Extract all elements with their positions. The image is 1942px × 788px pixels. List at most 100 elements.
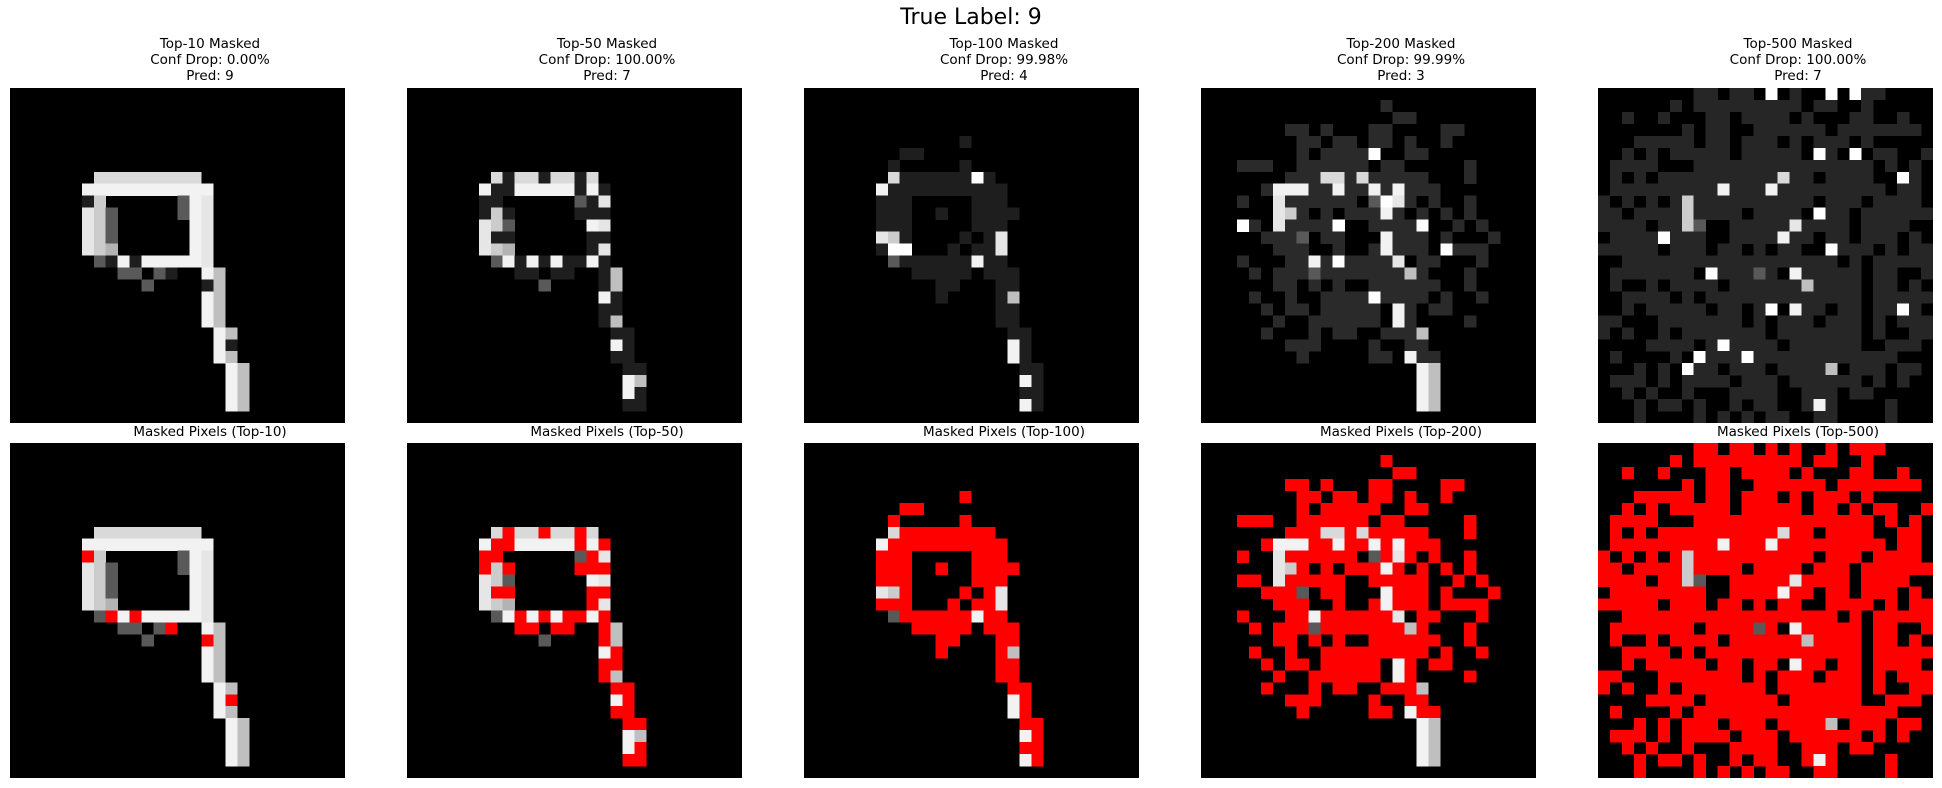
mask-pixel — [1693, 766, 1706, 778]
mask-pixel — [887, 598, 900, 611]
mask-pixel — [1392, 550, 1405, 563]
mask-pixel — [550, 622, 563, 635]
image-pixel — [478, 195, 491, 208]
image-pixel — [1777, 243, 1790, 256]
mask-pixel — [1681, 646, 1694, 659]
image-pixel — [899, 231, 912, 244]
mask-pixel — [1657, 526, 1671, 539]
mask-pixel — [1753, 478, 1766, 492]
mask-pixel — [1320, 514, 1333, 527]
image-pixel — [1909, 183, 1922, 196]
image-pixel — [1272, 207, 1285, 220]
mask-pixel — [1753, 574, 1766, 587]
image-pixel — [1633, 135, 1647, 149]
image-pixel — [1849, 315, 1862, 328]
mask-pixel — [1849, 502, 1862, 516]
mask-pixel — [983, 526, 996, 539]
mask-pixel — [1320, 586, 1333, 599]
image-pixel — [1909, 207, 1922, 220]
panel-title-line: Masked Pixels (Top-10) — [133, 424, 287, 440]
image-pixel — [1464, 243, 1477, 256]
panel-title-line: Masked Pixels (Top-100) — [923, 424, 1085, 440]
image-pixel — [1729, 279, 1742, 292]
mask-pixel — [105, 574, 118, 587]
mask-pixel — [1765, 454, 1778, 468]
mask-pixel — [1813, 502, 1826, 516]
mask-pixel — [562, 538, 575, 551]
image-pixel — [93, 207, 106, 220]
image-pixel — [1332, 315, 1345, 328]
mask-pixel — [177, 550, 190, 563]
mask-pixel — [1741, 766, 1754, 778]
mask-pixel — [1885, 502, 1898, 516]
panel-prediction: Pred: 4 — [980, 68, 1028, 84]
image-pixel — [1753, 303, 1766, 316]
mask-pixel — [1825, 550, 1838, 563]
image-pixel — [1897, 315, 1910, 328]
mask-pixel — [1837, 634, 1850, 647]
mask-pixel — [1260, 538, 1274, 551]
mask-pixel — [1598, 598, 1611, 611]
image-pixel — [1765, 387, 1778, 400]
mask-pixel — [1284, 526, 1297, 539]
mask-pixel — [1813, 706, 1826, 719]
image-pixel — [1681, 207, 1694, 220]
image-pixel — [213, 327, 226, 340]
image-pixel — [1921, 207, 1933, 220]
image-pixel — [1909, 255, 1922, 268]
image-pixel — [610, 339, 623, 352]
mask-pixel — [1813, 694, 1826, 707]
mask-pixel — [1825, 526, 1838, 539]
mask-pixel — [610, 646, 623, 659]
image-pixel — [1007, 279, 1020, 292]
mask-pixel — [1609, 526, 1623, 539]
mask-pixel — [1825, 538, 1838, 551]
image-pixel — [1861, 88, 1874, 101]
mask-pixel — [1392, 514, 1405, 527]
mask-pixel — [1813, 490, 1826, 504]
panel-title-line: Top-10 Masked — [159, 36, 261, 52]
image-pixel — [622, 375, 635, 388]
image-pixel — [947, 255, 960, 268]
mask-pixel — [899, 562, 912, 575]
mask-pixel — [1873, 562, 1886, 575]
panel-title-top-10: Top-10 Masked Conf Drop: 0.00% Pred: 9 — [43, 36, 377, 84]
mask-pixel — [1332, 622, 1345, 635]
image-pixel — [1813, 267, 1826, 280]
mask-pixel — [1609, 514, 1623, 527]
mask-pixel — [1344, 682, 1357, 695]
image-pixel — [1669, 399, 1682, 412]
mask-pixel — [1609, 730, 1623, 743]
image-pixel — [1885, 279, 1898, 292]
mask-pixel — [1392, 586, 1405, 599]
mask-pixel — [105, 610, 118, 623]
panel-conf-drop: Conf Drop: 0.00% — [150, 52, 270, 68]
image-pixel — [1861, 111, 1874, 125]
image-pixel — [201, 231, 214, 244]
image-pixel — [1777, 327, 1790, 340]
image-pixel — [1873, 375, 1886, 388]
mask-pixel — [1813, 658, 1826, 671]
mask-pixel — [1837, 706, 1850, 719]
image-pixel — [1272, 195, 1285, 208]
mask-pixel — [201, 622, 214, 635]
image-pixel — [1789, 243, 1802, 256]
mask-pixel — [586, 610, 599, 623]
mask-pixel — [1296, 490, 1309, 504]
mask-pixel — [1693, 718, 1706, 731]
image-pixel — [1392, 243, 1405, 256]
image-pixel — [1404, 339, 1417, 352]
image-pixel — [1416, 339, 1429, 352]
image-pixel — [995, 279, 1008, 292]
mask-pixel — [1272, 622, 1285, 635]
image-pixel — [971, 243, 984, 256]
panel-title-mask-500: Masked Pixels (Top-500) — [1631, 424, 1942, 440]
mask-pixel — [1693, 682, 1706, 695]
mask-pixel — [1741, 730, 1754, 743]
image-pixel — [1272, 315, 1285, 328]
mask-pixel — [1825, 634, 1838, 647]
image-pixel — [93, 243, 106, 256]
image-pixel — [1837, 351, 1850, 364]
image-pixel — [1849, 375, 1862, 388]
mask-pixel — [225, 754, 238, 767]
